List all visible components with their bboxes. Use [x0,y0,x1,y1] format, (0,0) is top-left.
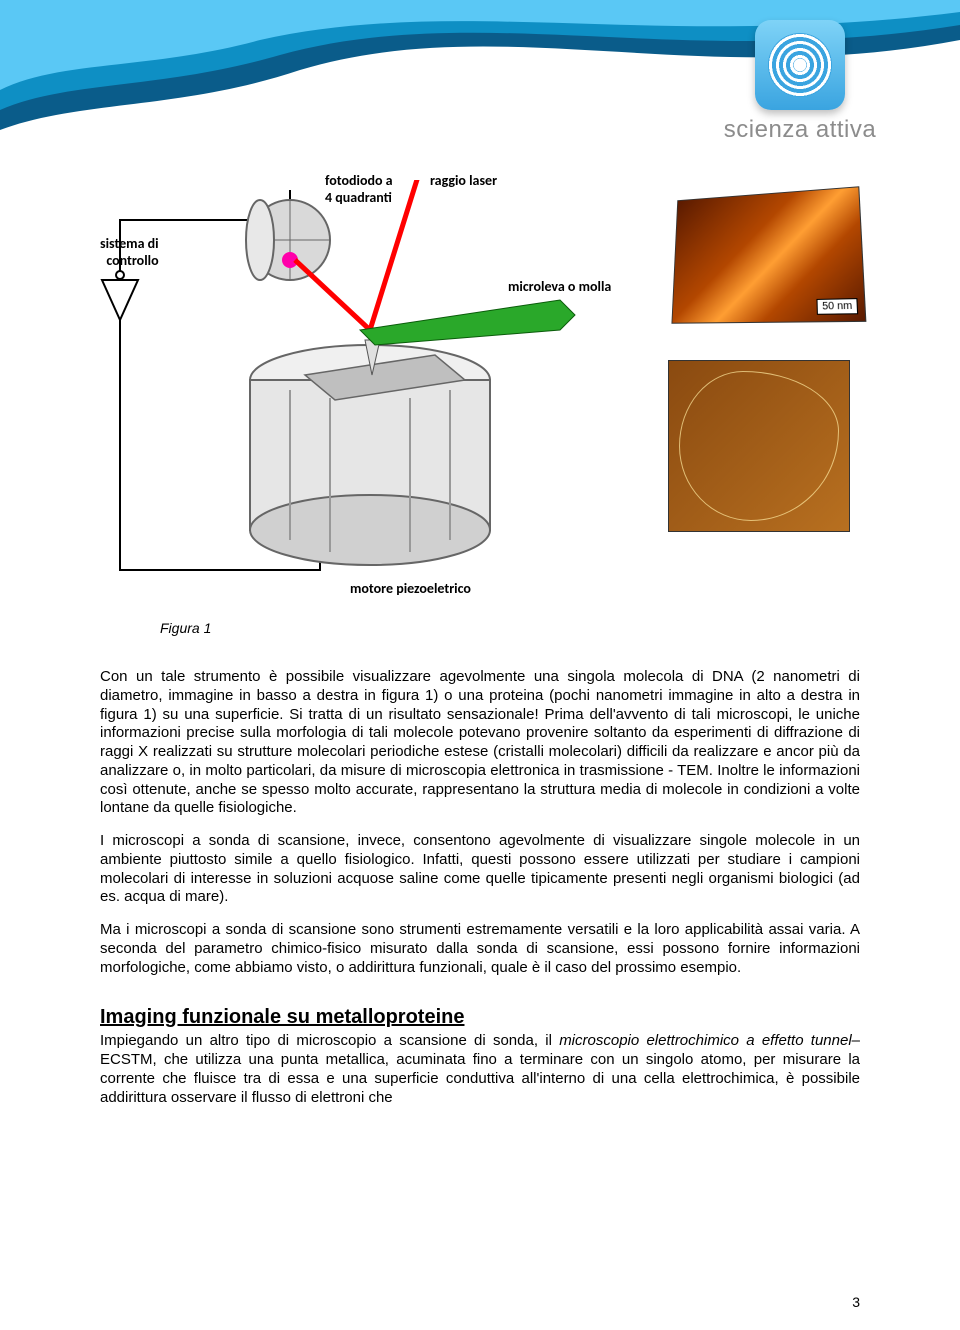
afm-image-protein: 50 nm [671,186,866,323]
swirl-icon [768,33,832,97]
body-text: Con un tale strumento è possibile visual… [100,668,860,1121]
label-fotodiodo: fotodiodo a 4 quadranti [325,172,393,206]
page-number: 3 [852,1294,860,1310]
section-intro-italic: microscopio elettrochimico a effetto tun… [559,1032,851,1049]
section-intro-prefix: Impiegando un altro tipo di microscopio … [100,1032,559,1049]
paragraph-1: Con un tale strumento è possibile visual… [100,668,860,818]
paragraph-3: Ma i microscopi a sonda di scansione son… [100,921,860,977]
brand-logo-block: scienza attiva [700,20,900,144]
brand-logo-icon [755,20,845,110]
section-intro: Impiegando un altro tipo di microscopio … [100,1032,860,1107]
section-heading: Imaging funzionale su metalloproteine [100,1005,860,1030]
afm-image-dna [668,360,850,532]
figure-caption: Figura 1 [160,620,211,636]
label-motore: motore piezoeletrico [350,580,471,597]
label-raggio-laser: raggio laser [430,172,497,189]
label-sistema-controllo: sistema di controllo [100,235,159,269]
figure-1: sistema di controllo fotodiodo a 4 quadr… [90,180,870,610]
afm-diagram [90,180,650,610]
label-microleva: microleva o molla [508,278,611,295]
scale-bar: 50 nm [817,298,859,315]
brand-name: scienza attiva [700,116,900,144]
paragraph-2: I microscopi a sonda di scansione, invec… [100,832,860,907]
document-page: scienza attiva [0,0,960,1330]
